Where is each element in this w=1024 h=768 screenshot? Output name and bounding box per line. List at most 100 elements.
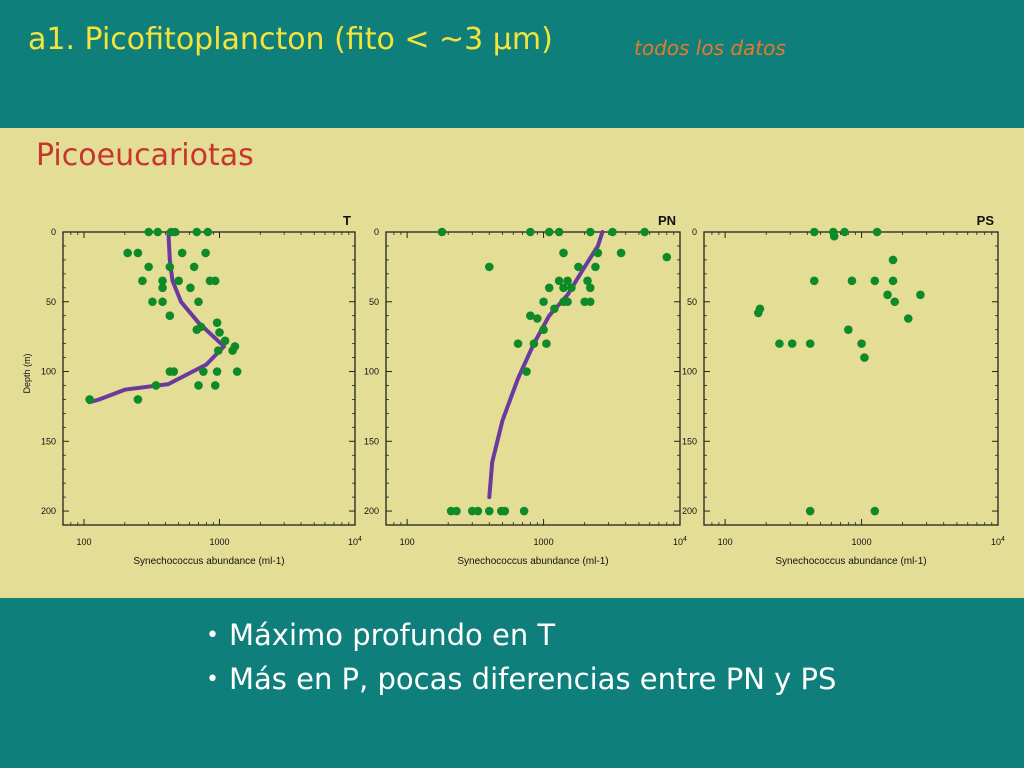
data-point xyxy=(616,248,626,258)
chart-panel xyxy=(0,128,1024,598)
y-tick-label: 100 xyxy=(364,367,379,377)
data-point xyxy=(192,227,202,237)
x-axis-label: Synechococcus abundance (ml-1) xyxy=(133,556,284,567)
y-tick-label: 0 xyxy=(51,227,56,237)
data-point xyxy=(550,304,559,314)
data-point xyxy=(829,231,839,241)
header-band xyxy=(0,0,1024,128)
data-point xyxy=(890,297,900,307)
data-point xyxy=(228,346,237,355)
data-point xyxy=(593,248,603,258)
y-tick-label: 100 xyxy=(682,367,697,377)
data-point xyxy=(888,276,898,286)
plot-frame xyxy=(385,231,681,526)
y-tick-label: 100 xyxy=(41,367,56,377)
bullet-item: • Más en P, pocas diferencias entre PN y … xyxy=(206,662,836,696)
data-point xyxy=(144,227,153,237)
data-point xyxy=(212,367,222,376)
x-tick-label: 1000 xyxy=(209,537,229,547)
data-point xyxy=(158,276,167,286)
y-tick-label: 150 xyxy=(41,436,56,446)
x-tick-exponent: 4 xyxy=(683,536,687,543)
data-point xyxy=(888,255,898,265)
y-tick-label: 50 xyxy=(687,297,697,307)
data-point xyxy=(148,297,157,307)
data-point xyxy=(805,506,815,516)
data-point xyxy=(151,381,161,390)
plot-frame xyxy=(703,231,999,526)
plot-frame xyxy=(62,231,356,526)
data-point xyxy=(174,276,184,286)
data-point xyxy=(513,339,523,348)
data-point xyxy=(544,227,554,237)
data-point xyxy=(215,328,224,337)
y-tick-label: 50 xyxy=(46,297,56,307)
data-point xyxy=(220,336,230,346)
y-tick-label: 150 xyxy=(682,436,697,446)
panel-title: PS xyxy=(977,213,995,228)
data-point xyxy=(563,276,572,286)
data-point xyxy=(526,227,535,237)
data-point xyxy=(857,339,866,348)
data-point xyxy=(870,506,880,516)
data-point xyxy=(144,262,153,272)
data-point xyxy=(212,318,222,327)
profile-line xyxy=(487,230,605,500)
profile-line xyxy=(87,230,226,405)
data-point xyxy=(529,339,539,348)
data-point xyxy=(585,227,595,237)
data-point xyxy=(903,314,913,323)
data-point xyxy=(484,506,494,516)
data-point xyxy=(123,248,132,258)
data-point xyxy=(201,248,210,258)
panel-title: PN xyxy=(658,213,676,228)
data-point xyxy=(872,227,882,237)
data-point xyxy=(199,367,208,376)
slide-subtitle: todos los datos xyxy=(634,36,786,60)
chart-PS: 0 50 100 150 200 100 1000 104 PS Synechococcus ab… xyxy=(682,213,1005,567)
data-point xyxy=(844,325,853,334)
data-point xyxy=(608,227,617,237)
data-point xyxy=(210,381,220,390)
x-tick-label: 104 xyxy=(673,536,687,547)
bullet-text: Máximo profundo en T xyxy=(228,618,556,652)
data-point xyxy=(210,276,220,286)
data-point xyxy=(805,339,815,348)
data-point xyxy=(186,283,195,293)
data-point xyxy=(165,311,175,321)
data-point xyxy=(662,252,672,262)
data-point xyxy=(473,506,483,516)
data-point xyxy=(847,276,857,286)
data-point xyxy=(539,297,548,307)
data-point xyxy=(484,262,494,272)
data-point xyxy=(542,339,551,348)
data-point xyxy=(214,346,223,355)
x-axis-label: Synechococcus abundance (ml-1) xyxy=(457,556,608,567)
bullet-item: • Máximo profundo en T xyxy=(206,618,555,652)
chart-T: 0 50 100 150 200 100 1000 104 T Synechococcus abu… xyxy=(22,213,362,567)
data-point xyxy=(170,227,180,237)
data-point xyxy=(165,262,175,272)
data-point xyxy=(203,227,213,237)
data-point xyxy=(554,276,564,286)
x-tick-label: 104 xyxy=(348,536,362,547)
data-point xyxy=(437,227,447,237)
x-tick-exponent: 4 xyxy=(1001,536,1005,543)
data-point xyxy=(189,262,199,272)
data-point xyxy=(138,276,147,286)
bullet-symbol: • xyxy=(206,667,219,692)
data-point xyxy=(519,506,529,516)
data-point xyxy=(883,290,892,300)
x-tick-label: 100 xyxy=(400,537,415,547)
data-point xyxy=(192,325,202,334)
data-point xyxy=(870,276,880,286)
data-point xyxy=(574,262,583,272)
y-tick-label: 50 xyxy=(369,297,379,307)
data-point xyxy=(153,227,163,237)
data-point xyxy=(559,283,568,293)
x-tick-label: 100 xyxy=(76,537,91,547)
data-point xyxy=(583,276,592,286)
bullet-symbol: • xyxy=(206,623,219,648)
data-point xyxy=(85,395,94,404)
x-tick-label: 100 xyxy=(718,537,733,547)
